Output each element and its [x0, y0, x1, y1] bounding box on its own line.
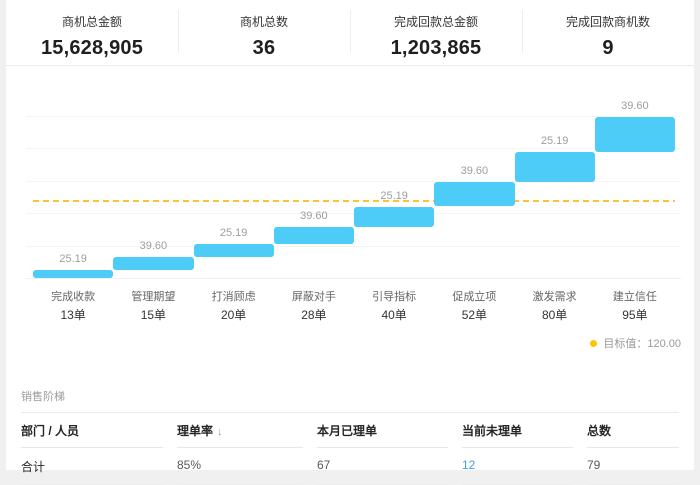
section-title: 销售阶梯	[21, 388, 679, 413]
gridline	[26, 180, 681, 182]
kpi-strip: 商机总金额 15,628,905 商机总数 36 完成回款总金额 1,203,865 完成回…	[6, 0, 694, 66]
stage-count: 80单	[541, 308, 568, 322]
unprocessed-count-link[interactable]: 12	[462, 458, 476, 472]
kpi-value: 15,628,905	[40, 37, 144, 59]
kpi-card-3: 完成回款商机数 9	[522, 0, 694, 65]
kpi-label: 商机总金额	[61, 15, 122, 29]
funnel-bar-4[interactable]	[354, 206, 435, 228]
x-axis-line	[26, 278, 681, 279]
kpi-label: 完成回款商机数	[565, 15, 650, 29]
gridline	[26, 148, 681, 149]
stage-count: 20单	[220, 308, 247, 322]
funnel-bar-1[interactable]	[113, 256, 194, 271]
table-cell-4: 79	[587, 448, 679, 485]
stage-name: 建立信任	[612, 291, 657, 303]
kpi-value: 1,203,865	[390, 37, 482, 59]
table-header-3: 当前未理单	[462, 413, 573, 448]
stage-name: 促成立项	[452, 291, 497, 303]
gridline	[26, 245, 681, 247]
funnel-bar-2[interactable]	[193, 243, 274, 257]
sales-ladder-section: 销售阶梯 部门 / 人员 理单率 ↓ 本月已理单 当前未理单 总数合计 85% 67 12 79	[6, 368, 694, 485]
dashboard-content: 商机总金额 15,628,905 商机总数 36 完成回款总金额 1,203,865 完成回…	[6, 0, 694, 485]
kpi-value: 9	[602, 37, 614, 59]
kpi-value: 36	[252, 37, 276, 59]
funnel-bar-7[interactable]	[594, 117, 675, 152]
bar-value-label: 25.19	[380, 189, 408, 202]
funnel-bar-3[interactable]	[273, 227, 354, 244]
sales-ladder-table: 部门 / 人员 理单率 ↓ 本月已理单 当前未理单 总数合计 85% 67 12 79	[21, 413, 679, 485]
funnel-bar-6[interactable]	[514, 151, 595, 183]
stage-name: 激发需求	[532, 291, 577, 303]
stage-name: 屏蔽对手	[291, 291, 336, 303]
table-cell-3: 12	[462, 448, 573, 485]
stage-count: 28单	[301, 308, 327, 322]
stage-count: 95单	[622, 308, 648, 322]
stage-name: 打消顾虑	[211, 291, 256, 303]
bar-value-label: 39.60	[460, 165, 489, 178]
table-header-4: 总数	[587, 413, 679, 448]
kpi-label: 完成回款总金额	[393, 15, 478, 29]
table-header-2: 本月已理单	[317, 413, 448, 448]
table-cell-0: 合计	[21, 448, 163, 485]
kpi-card-1: 商机总数 36	[178, 0, 350, 65]
gridline	[26, 213, 681, 214]
stage-count: 52单	[461, 308, 488, 322]
table-cell-2: 67	[317, 448, 448, 485]
target-dot-icon	[590, 339, 598, 347]
bar-value-label: 39.60	[139, 239, 168, 252]
gridline	[26, 115, 681, 117]
stage-count: 13单	[60, 308, 86, 322]
table-header-0: 部门 / 人员	[21, 413, 163, 448]
kpi-label: 商机总数	[239, 15, 288, 29]
stage-name: 完成收款	[51, 291, 96, 303]
sales-funnel-chart: 25.19 完成收款 13单 39.60 管理期望 15单 25.19 打消顾虑 20单 39.6…	[6, 66, 694, 368]
stage-name: 管理期望	[131, 291, 176, 303]
target-line	[33, 200, 675, 202]
kpi-card-0: 商机总金额 15,628,905	[6, 0, 178, 65]
target-legend[interactable]: 目标值：120.00	[590, 335, 681, 351]
bar-value-label: 39.60	[621, 100, 649, 113]
bar-value-label: 39.60	[300, 210, 328, 223]
stage-name: 引导指标	[372, 291, 417, 303]
stage-count: 15单	[140, 308, 167, 322]
stage-count: 40单	[381, 308, 407, 322]
sort-desc-icon[interactable]: ↓	[217, 426, 223, 438]
funnel-bar-5[interactable]	[434, 182, 515, 207]
table-cell-1: 85%	[177, 448, 303, 485]
bar-value-label: 25.19	[540, 134, 569, 147]
bar-value-label: 25.19	[219, 226, 248, 239]
table-header-1[interactable]: 理单率 ↓	[177, 413, 303, 448]
target-legend-label: 目标值：120.00	[603, 338, 681, 350]
kpi-card-2: 完成回款总金额 1,203,865	[350, 0, 522, 65]
bar-value-label: 25.19	[59, 253, 87, 266]
funnel-bar-0[interactable]	[33, 270, 114, 278]
